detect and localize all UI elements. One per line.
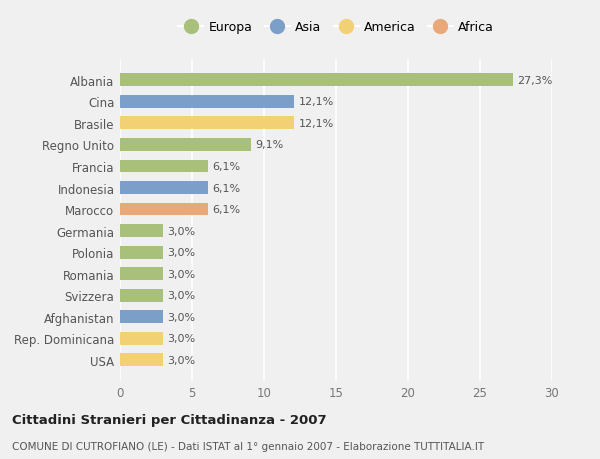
Text: 3,0%: 3,0% [167, 247, 196, 257]
Bar [120, 224, 163, 237]
Text: 3,0%: 3,0% [167, 226, 196, 236]
Bar [120, 74, 513, 87]
Text: 3,0%: 3,0% [167, 312, 196, 322]
Bar [120, 117, 294, 130]
Text: 3,0%: 3,0% [167, 355, 196, 365]
Bar [120, 203, 208, 216]
Text: 3,0%: 3,0% [167, 333, 196, 343]
Bar [120, 182, 208, 195]
Text: 6,1%: 6,1% [212, 162, 240, 172]
Text: 6,1%: 6,1% [212, 205, 240, 214]
Text: 3,0%: 3,0% [167, 291, 196, 301]
Bar [120, 139, 251, 151]
Bar [120, 353, 163, 366]
Bar [120, 246, 163, 259]
Text: 12,1%: 12,1% [299, 119, 334, 129]
Text: 27,3%: 27,3% [517, 76, 553, 86]
Legend: Europa, Asia, America, Africa: Europa, Asia, America, Africa [178, 21, 494, 34]
Bar [120, 289, 163, 302]
Bar [120, 160, 208, 173]
Text: 3,0%: 3,0% [167, 269, 196, 279]
Bar [120, 268, 163, 280]
Text: COMUNE DI CUTROFIANO (LE) - Dati ISTAT al 1° gennaio 2007 - Elaborazione TUTTITA: COMUNE DI CUTROFIANO (LE) - Dati ISTAT a… [12, 441, 484, 451]
Text: 6,1%: 6,1% [212, 183, 240, 193]
Bar [120, 311, 163, 324]
Bar [120, 332, 163, 345]
Bar [120, 96, 294, 109]
Text: 9,1%: 9,1% [256, 140, 284, 150]
Text: Cittadini Stranieri per Cittadinanza - 2007: Cittadini Stranieri per Cittadinanza - 2… [12, 413, 326, 426]
Text: 12,1%: 12,1% [299, 97, 334, 107]
